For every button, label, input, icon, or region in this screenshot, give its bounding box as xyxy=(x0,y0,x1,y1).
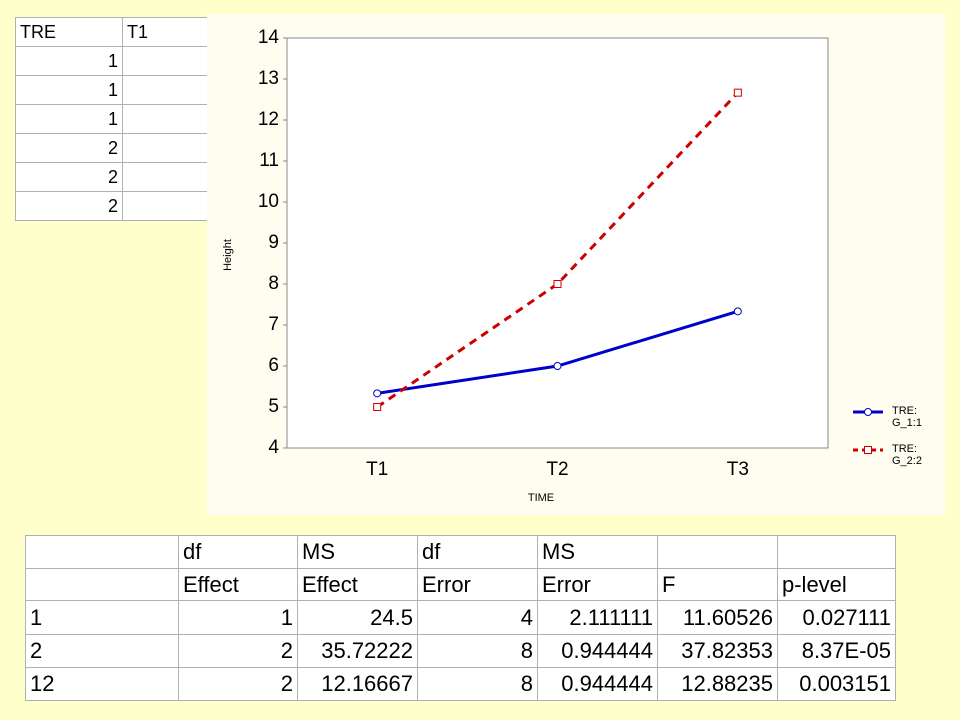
y-tick-label: 9 xyxy=(268,232,279,253)
row-label: 2 xyxy=(25,634,179,668)
value-cell: 2 xyxy=(15,162,123,192)
chart: TIME Height 4 5 6 7 8 9 10 11 12 13 14 T1 T2 T3 xyxy=(207,14,945,515)
header-cell: T1 xyxy=(122,17,211,47)
series-line xyxy=(376,91,739,409)
value-cell: 2 xyxy=(15,133,123,163)
value-cell: 1 xyxy=(178,600,298,635)
empty-cell xyxy=(122,133,211,163)
y-axis-label: Height xyxy=(222,239,234,271)
y-tick-label: 14 xyxy=(258,27,280,48)
value-cell: 1 xyxy=(15,75,123,105)
data-point xyxy=(733,307,742,316)
y-tick-label: 4 xyxy=(268,437,279,458)
empty-cell xyxy=(25,535,179,569)
header-cell: MS xyxy=(297,535,418,569)
y-tick-label: 5 xyxy=(268,396,279,417)
row-label: 1 xyxy=(25,600,179,635)
header-cell: df xyxy=(417,535,538,569)
x-tick-label: T2 xyxy=(546,459,568,480)
value-cell: 2 xyxy=(178,667,298,701)
value-cell: 24.5 xyxy=(297,600,418,635)
data-point xyxy=(553,280,562,288)
value-cell: 0.003151 xyxy=(777,667,896,701)
empty-cell xyxy=(25,568,179,601)
header-cell xyxy=(657,535,778,569)
header-cell xyxy=(777,535,896,569)
value-cell: 8 xyxy=(417,667,538,701)
legend-marker xyxy=(864,446,872,454)
y-tick-label: 8 xyxy=(268,273,279,294)
plot-area xyxy=(286,37,829,449)
y-tick-label: 10 xyxy=(258,191,279,212)
value-cell: 2.111111 xyxy=(537,600,658,635)
header-cell: TRE xyxy=(15,17,123,47)
x-axis-label: TIME xyxy=(528,492,554,504)
header-cell: Error xyxy=(417,568,538,601)
value-cell: 2 xyxy=(178,634,298,668)
value-cell: 1 xyxy=(15,104,123,134)
empty-cell xyxy=(122,162,211,192)
header-cell: p-level xyxy=(777,568,896,601)
empty-cell xyxy=(122,75,211,105)
data-point xyxy=(373,389,382,398)
legend-label: TRE: G_2:2 xyxy=(892,443,922,467)
data-point xyxy=(373,403,382,411)
x-tick-label: T3 xyxy=(727,459,749,480)
legend-label: TRE: G_1:1 xyxy=(892,405,922,429)
value-cell: 2 xyxy=(15,191,123,221)
value-cell: 8.37E-05 xyxy=(777,634,896,668)
value-cell: 0.944444 xyxy=(537,667,658,701)
y-tick-label: 11 xyxy=(259,150,279,171)
value-cell: 12.16667 xyxy=(297,667,418,701)
empty-cell xyxy=(122,104,211,134)
y-tick-label: 12 xyxy=(258,109,279,130)
value-cell: 37.82353 xyxy=(657,634,778,668)
row-label: 12 xyxy=(25,667,179,701)
value-cell: 4 xyxy=(417,600,538,635)
header-cell: Effect xyxy=(178,568,298,601)
data-point xyxy=(553,362,562,370)
header-cell: Effect xyxy=(297,568,418,601)
legend-marker xyxy=(864,408,872,416)
y-tick-label: 6 xyxy=(268,355,279,376)
empty-cell xyxy=(122,46,211,76)
header-cell: MS xyxy=(537,535,658,569)
header-cell: df xyxy=(178,535,298,569)
y-tick-label: 7 xyxy=(268,314,279,335)
header-cell: F xyxy=(657,568,778,601)
value-cell: 1 xyxy=(15,46,123,76)
value-cell: 11.60526 xyxy=(657,600,778,635)
value-cell: 35.72222 xyxy=(297,634,418,668)
value-cell: 8 xyxy=(417,634,538,668)
data-point xyxy=(733,88,742,97)
value-cell: 0.027111 xyxy=(777,600,896,635)
value-cell: 0.944444 xyxy=(537,634,658,668)
header-cell: Error xyxy=(537,568,658,601)
value-cell: 12.88235 xyxy=(657,667,778,701)
empty-cell xyxy=(122,191,211,221)
y-tick-label: 13 xyxy=(258,68,279,89)
x-tick-label: T1 xyxy=(366,459,388,480)
